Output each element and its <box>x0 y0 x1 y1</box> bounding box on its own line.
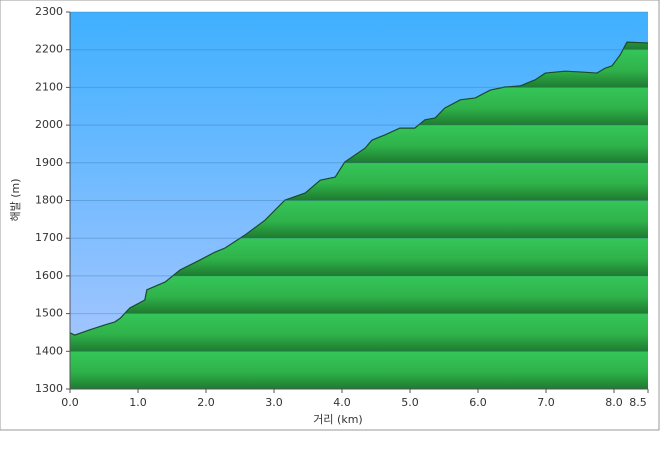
y-tick-label: 1900 <box>35 156 63 169</box>
y-tick-label: 2200 <box>35 43 63 56</box>
y-tick-label: 2000 <box>35 118 63 131</box>
y-axis-label: 해발 (m) <box>8 178 22 221</box>
x-tick-label: 7.0 <box>537 396 555 409</box>
y-tick-label: 2300 <box>35 5 63 18</box>
frame <box>0 0 660 431</box>
y-tick-label: 1600 <box>35 269 63 282</box>
x-tick-label: 4.0 <box>333 396 351 409</box>
elevation-area <box>70 42 648 389</box>
x-axis-label: 거리 (km) <box>313 413 362 426</box>
x-tick-label: 2.0 <box>197 396 215 409</box>
y-tick-label: 1700 <box>35 231 63 244</box>
x-tick-label: 3.0 <box>265 396 283 409</box>
x-tick-label: 5.0 <box>401 396 419 409</box>
y-tick-label: 1800 <box>35 194 63 207</box>
y-tick-label: 2100 <box>35 80 63 93</box>
x-tick-label: 1.0 <box>129 396 147 409</box>
y-tick-label: 1500 <box>35 307 63 320</box>
y-tick-label: 1300 <box>35 382 63 395</box>
elevation-line <box>69 41 649 336</box>
x-tick-label: 8.5 <box>629 396 647 409</box>
x-tick-label: 8.0 <box>605 396 623 409</box>
y-tick-label: 1400 <box>35 344 63 357</box>
x-tick-label: 0.0 <box>61 396 79 409</box>
x-tick-label: 6.0 <box>469 396 487 409</box>
